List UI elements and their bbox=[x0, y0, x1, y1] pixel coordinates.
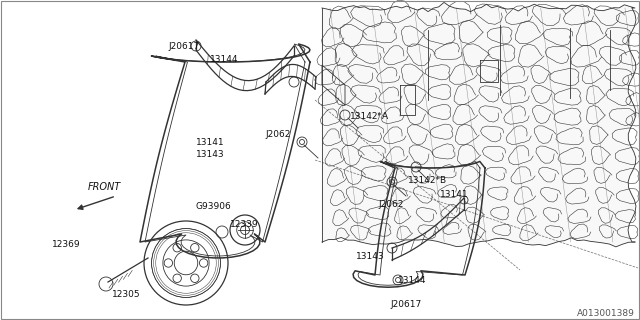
Text: 12339: 12339 bbox=[230, 220, 259, 229]
Text: A013001389: A013001389 bbox=[577, 309, 635, 318]
Text: 13143: 13143 bbox=[196, 150, 225, 159]
Text: J20617: J20617 bbox=[168, 42, 199, 51]
Text: 12305: 12305 bbox=[112, 290, 141, 299]
Text: 13141: 13141 bbox=[196, 138, 225, 147]
Text: J2062: J2062 bbox=[378, 200, 403, 209]
Text: 13142*B: 13142*B bbox=[408, 176, 447, 185]
Polygon shape bbox=[322, 3, 636, 247]
Text: 13141: 13141 bbox=[440, 190, 468, 199]
Text: 12369: 12369 bbox=[52, 240, 81, 249]
Text: 13142*A: 13142*A bbox=[350, 112, 389, 121]
Text: J2062: J2062 bbox=[265, 130, 291, 139]
Text: 13143: 13143 bbox=[356, 252, 385, 261]
Text: FRONT: FRONT bbox=[88, 182, 121, 192]
Text: J20617: J20617 bbox=[390, 300, 421, 309]
Text: 13144: 13144 bbox=[210, 55, 239, 64]
Text: 13144: 13144 bbox=[398, 276, 426, 285]
Text: G93906: G93906 bbox=[196, 202, 232, 211]
